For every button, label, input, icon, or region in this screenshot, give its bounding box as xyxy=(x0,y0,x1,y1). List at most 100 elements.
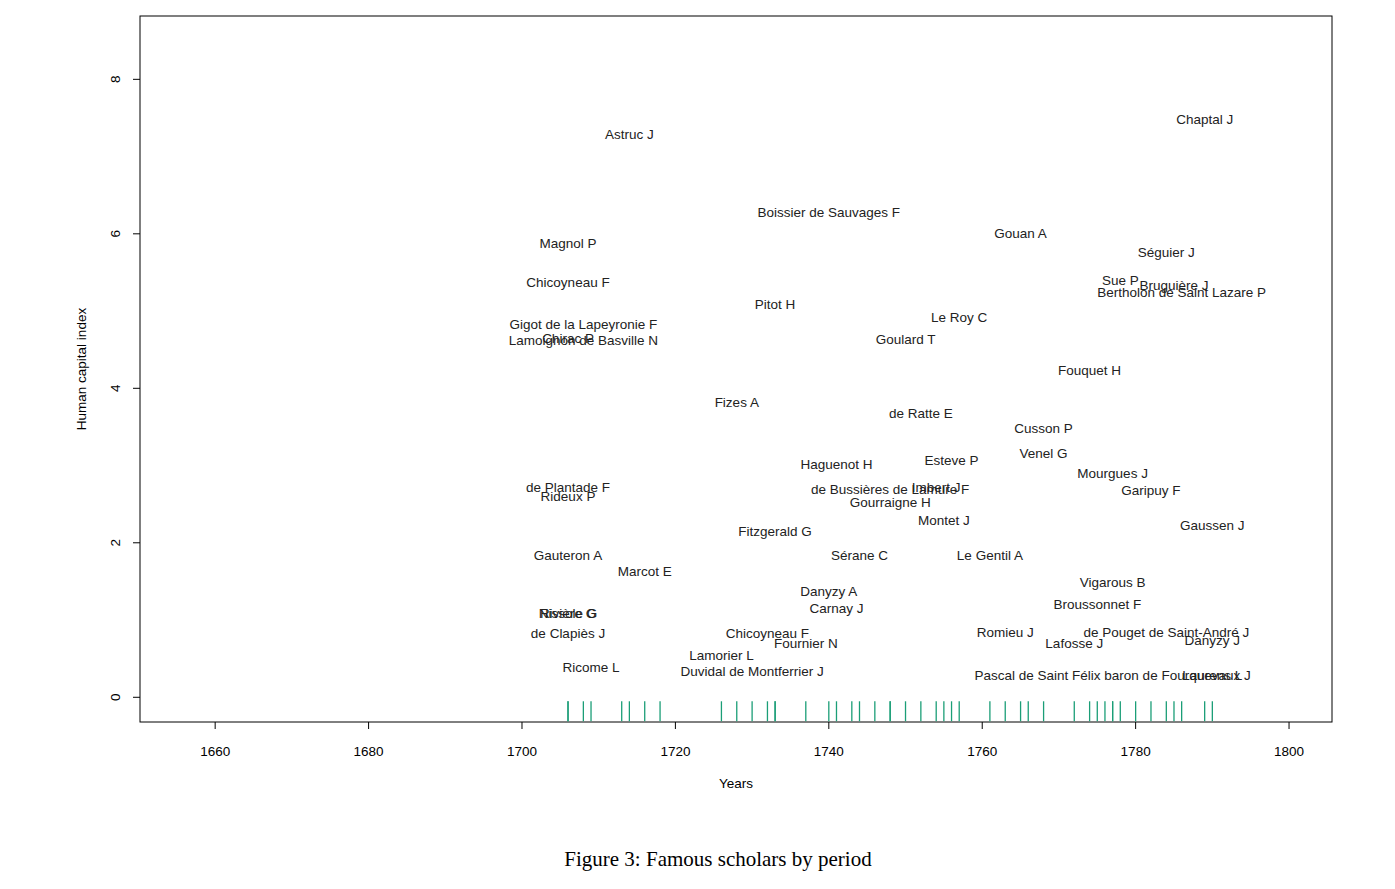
rug-tick xyxy=(959,701,960,721)
x-tick-label: 1660 xyxy=(200,744,230,759)
scholar-label: Carnay J xyxy=(809,601,863,616)
rug-tick xyxy=(828,701,829,721)
x-tick xyxy=(982,722,983,729)
x-tick-label: 1720 xyxy=(660,744,690,759)
rug-tick xyxy=(721,701,722,721)
rug-tick xyxy=(943,701,944,721)
rug-tick xyxy=(890,701,891,721)
scholar-label: Haguenot H xyxy=(800,457,872,472)
rug-tick xyxy=(567,701,568,721)
rug-tick xyxy=(1112,701,1113,721)
rug-tick xyxy=(1120,701,1121,721)
rug-tick xyxy=(1181,701,1182,721)
scholar-label: Laurens L xyxy=(1182,668,1243,683)
rug-tick xyxy=(629,701,630,721)
scholar-label: Lamoignon de Basville N xyxy=(509,333,658,348)
x-tick-label: 1700 xyxy=(507,744,537,759)
rug-tick xyxy=(774,701,775,721)
y-tick xyxy=(133,697,140,698)
scholar-label: Bertholon de Saint Lazare P xyxy=(1097,285,1266,300)
scholar-label: Fouquet H xyxy=(1058,363,1121,378)
scholar-label: de Ratte E xyxy=(889,406,953,421)
scholar-label: Séguier J xyxy=(1138,245,1195,260)
rug-tick xyxy=(951,701,952,721)
scholar-label: Magnol P xyxy=(539,236,596,251)
scholar-label: Rivière G xyxy=(540,606,596,621)
scholar-label: Pascal de Saint Félix baron de Fourqueva… xyxy=(975,668,1251,683)
rug-tick xyxy=(1150,701,1151,721)
scholar-label: Marcot E xyxy=(618,564,672,579)
rug-tick xyxy=(989,701,990,721)
scholar-label: Gourraigne H xyxy=(850,495,931,510)
rug-tick xyxy=(583,701,584,721)
x-tick-label: 1740 xyxy=(814,744,844,759)
y-tick-label: 0 xyxy=(108,694,123,702)
scholar-label: Nissole G xyxy=(539,606,598,621)
x-axis-label: Years xyxy=(719,776,753,791)
scholar-label: Danyzy J xyxy=(1185,633,1241,648)
scholar-label: Fitzgerald G xyxy=(738,524,812,539)
y-tick xyxy=(133,542,140,543)
scholar-label: Goulard T xyxy=(876,332,936,347)
rug-tick xyxy=(751,701,752,721)
y-axis-label: Human capital index xyxy=(74,308,89,431)
scholar-label: Gigot de la Lapeyronie F xyxy=(509,317,657,332)
rug-tick xyxy=(1204,701,1205,721)
rug-tick xyxy=(1173,701,1174,721)
data-group: Astruc J Chaptal J Boissier de Sauvages F G… xyxy=(509,112,1266,721)
scholar-label: Fizes A xyxy=(715,395,759,410)
rug-tick xyxy=(920,701,921,721)
x-tick-label: 1780 xyxy=(1121,744,1151,759)
y-tick xyxy=(133,388,140,389)
scholar-label: Duvidal de Montferrier J xyxy=(680,664,823,679)
scholar-label: Sérane C xyxy=(831,548,888,563)
rug-tick xyxy=(590,701,591,721)
rug-tick xyxy=(1074,701,1075,721)
rug-tick xyxy=(1212,701,1213,721)
scholar-label: Gauteron A xyxy=(534,548,602,563)
scholar-label: Chaptal J xyxy=(1176,112,1233,127)
rug-tick xyxy=(1020,701,1021,721)
scholar-label: Broussonnet F xyxy=(1053,597,1141,612)
scholar-label: Pitot H xyxy=(755,297,796,312)
rug-tick xyxy=(890,701,891,721)
rug-tick xyxy=(659,701,660,721)
scholar-label: Montet J xyxy=(918,513,970,528)
rug-tick xyxy=(1112,701,1113,721)
rug-tick xyxy=(736,701,737,721)
scholar-label: Le Gentil A xyxy=(957,548,1023,563)
scholar-label: Gaussen J xyxy=(1180,518,1245,533)
scholar-label: Cusson P xyxy=(1014,421,1073,436)
x-tick xyxy=(368,722,369,729)
scholar-label: Garipuy F xyxy=(1121,483,1180,498)
x-tick-label: 1800 xyxy=(1274,744,1304,759)
rug-tick xyxy=(874,701,875,721)
scholar-label: Chicoyneau F xyxy=(526,275,609,290)
scholar-label: Rideux P xyxy=(541,489,596,504)
rug-tick xyxy=(936,701,937,721)
rug-tick xyxy=(905,701,906,721)
rug-tick xyxy=(621,701,622,721)
scholar-label: Ricome L xyxy=(563,660,621,675)
rug-tick xyxy=(836,701,837,721)
x-tick xyxy=(215,722,216,729)
rug-tick xyxy=(859,701,860,721)
y-tick xyxy=(133,233,140,234)
scholar-label: Danyzy A xyxy=(800,584,857,599)
y-tick xyxy=(133,79,140,80)
scholar-label: Esteve P xyxy=(925,453,979,468)
scholar-label: Boissier de Sauvages F xyxy=(758,205,901,220)
scholar-label: Fournier N xyxy=(774,636,838,651)
x-tick xyxy=(675,722,676,729)
y-tick-label: 8 xyxy=(108,76,123,84)
scholar-label: Astruc J xyxy=(605,127,654,142)
x-tick xyxy=(1135,722,1136,729)
y-tick-label: 2 xyxy=(108,539,123,547)
scholar-label: Vigarous B xyxy=(1080,575,1146,590)
x-tick-label: 1760 xyxy=(967,744,997,759)
rug-tick xyxy=(644,701,645,721)
y-tick-label: 4 xyxy=(108,384,123,392)
plot-frame xyxy=(140,16,1332,722)
rug-tick xyxy=(567,701,568,721)
rug-tick xyxy=(851,701,852,721)
